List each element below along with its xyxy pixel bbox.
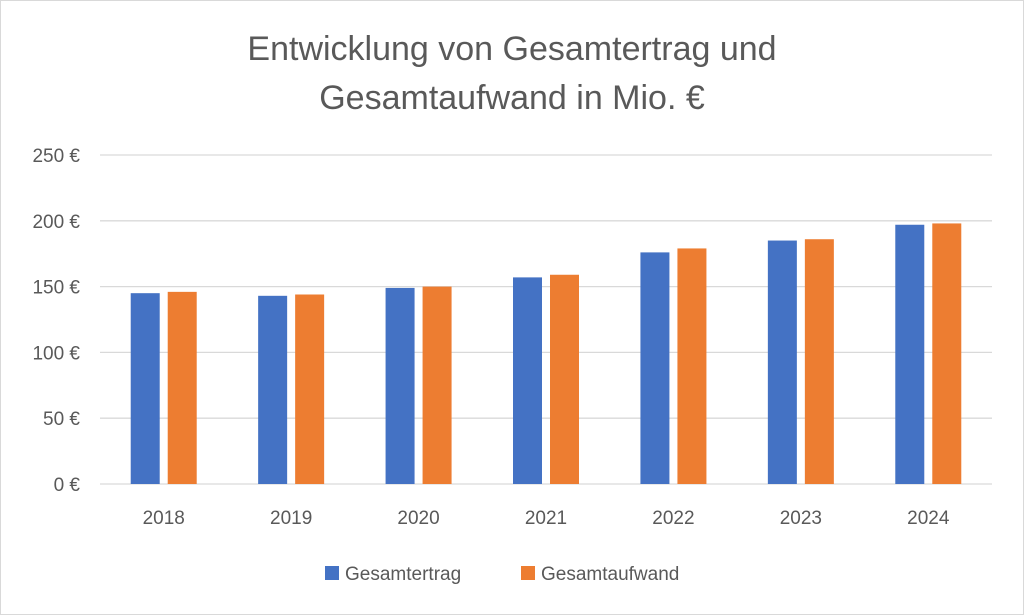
y-tick-label: 150 € [32, 278, 80, 299]
bar-gesamtertrag-2019 [258, 295, 288, 484]
bar-gesamtertrag-2024 [895, 224, 925, 485]
x-tick-label: 2022 [652, 508, 694, 529]
bar-gesamtaufwand-2019 [295, 294, 325, 484]
legend-swatch-gesamtaufwand [521, 566, 535, 580]
x-tick-label: 2024 [907, 508, 950, 529]
bar-gesamtertrag-2018 [130, 293, 160, 484]
bar-gesamtertrag-2020 [385, 287, 415, 484]
bar-gesamtaufwand-2023 [804, 239, 834, 484]
bars [130, 223, 962, 485]
legend-label-gesamtertrag: Gesamtertrag [345, 564, 461, 585]
bar-gesamtaufwand-2020 [422, 286, 452, 484]
bar-gesamtaufwand-2024 [932, 223, 962, 484]
x-tick-label: 2019 [270, 508, 312, 529]
chart-title-line-1: Entwicklung von Gesamtertrag und [247, 30, 777, 68]
y-tick-label: 200 € [32, 212, 80, 233]
legend-label-gesamtaufwand: Gesamtaufwand [541, 564, 679, 585]
bar-gesamtertrag-2022 [640, 252, 670, 484]
legend-swatch-gesamtertrag [325, 566, 339, 580]
gridlines [100, 154, 992, 485]
y-tick-label: 50 € [43, 409, 80, 430]
bar-gesamtaufwand-2018 [167, 291, 197, 484]
bar-gesamtaufwand-2022 [677, 248, 707, 484]
bar-gesamtertrag-2021 [513, 277, 542, 484]
y-tick-label: 100 € [32, 343, 80, 364]
x-tick-label: 2021 [525, 508, 567, 529]
x-tick-label: 2023 [780, 508, 822, 529]
y-tick-label: 250 € [32, 146, 80, 167]
legend: Gesamtertrag Gesamtaufwand [325, 564, 679, 585]
y-tick-label: 0 € [54, 475, 81, 496]
x-tick-label: 2020 [397, 508, 439, 529]
x-tick-label: 2018 [143, 508, 185, 529]
bar-gesamtaufwand-2021 [550, 274, 579, 484]
bar-gesamtertrag-2023 [767, 240, 797, 484]
chart-title-line-2: Gesamtaufwand in Mio. € [319, 79, 705, 117]
y-axis-labels: 0 € 50 € 100 € 150 € 200 € 250 € [32, 146, 80, 496]
x-axis-labels: 2018 2019 2020 2021 2022 2023 2024 [143, 508, 950, 529]
